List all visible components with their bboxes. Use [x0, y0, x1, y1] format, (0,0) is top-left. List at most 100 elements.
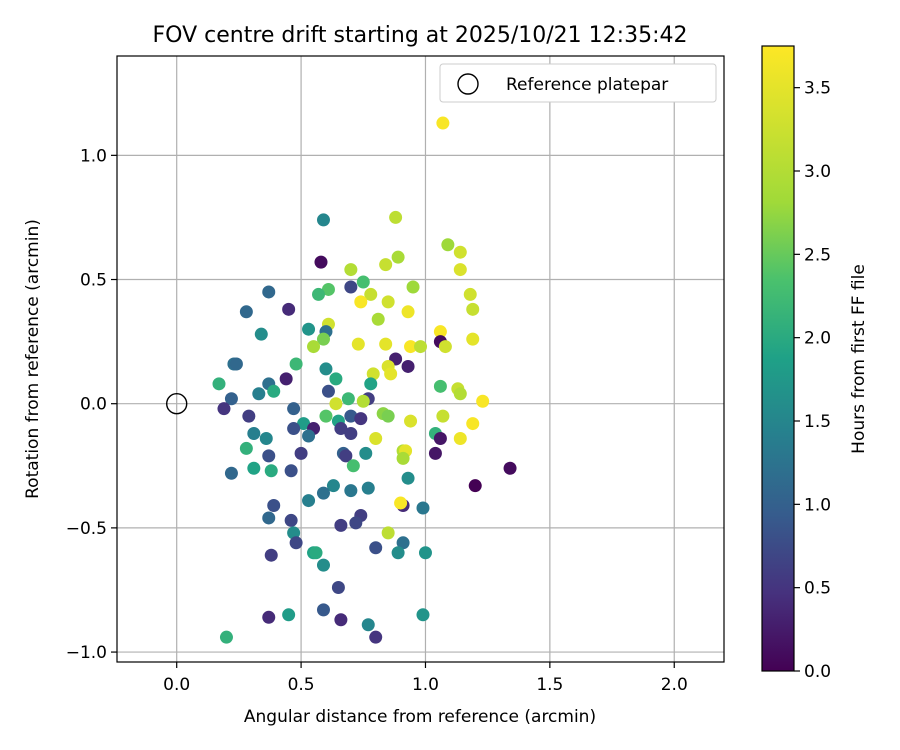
x-tick-label: 0.5: [288, 675, 315, 695]
y-tick-label: 1.0: [80, 146, 107, 166]
data-point: [364, 287, 378, 301]
data-point: [369, 431, 383, 445]
data-point: [262, 610, 276, 624]
data-point: [356, 275, 370, 289]
plot-frame: [116, 55, 725, 663]
data-point: [401, 471, 415, 485]
colorbar-tick-label: 0.0: [804, 662, 831, 682]
data-point: [259, 431, 273, 445]
colorbar-tick-label: 3.0: [804, 162, 831, 182]
data-point: [224, 392, 238, 406]
data-point: [369, 541, 383, 555]
data-point: [379, 258, 393, 272]
y-tick-label: 0.5: [80, 271, 107, 291]
data-point: [396, 536, 410, 550]
data-point: [302, 494, 316, 508]
data-point: [436, 409, 450, 423]
data-point: [366, 367, 380, 381]
data-point: [212, 377, 226, 391]
data-point: [282, 608, 296, 622]
data-point: [344, 484, 358, 498]
data-point: [329, 397, 343, 411]
data-point: [361, 481, 375, 495]
data-point: [247, 427, 261, 441]
x-axis-ticks: 0.0 0.5 1.0 1.5 2.0: [163, 662, 688, 695]
data-point: [319, 362, 333, 376]
grid: [117, 56, 724, 662]
data-point: [404, 414, 418, 428]
data-point: [371, 312, 385, 326]
data-point: [404, 340, 418, 354]
data-point: [453, 245, 467, 259]
data-point: [466, 417, 480, 431]
data-point: [361, 618, 375, 632]
y-axis-label: Rotation from reference (arcmin): [23, 219, 43, 499]
data-point: [384, 367, 398, 381]
data-point: [406, 280, 420, 294]
data-point: [262, 449, 276, 463]
data-point: [339, 449, 353, 463]
data-point: [341, 392, 355, 406]
data-point: [466, 302, 480, 316]
colorbar-ticks: 0.0 0.5 1.0 1.5 2.0 2.5 3.0 3.5: [794, 79, 831, 682]
data-point: [267, 499, 281, 513]
data-point: [354, 412, 368, 426]
data-point: [391, 546, 405, 560]
colorbar-tick-label: 1.0: [804, 495, 831, 515]
x-tick-label: 1.5: [536, 675, 563, 695]
data-point: [344, 409, 358, 423]
data-point: [321, 282, 335, 296]
data-point: [307, 340, 321, 354]
colorbar-tick-label: 0.5: [804, 579, 831, 599]
data-point: [316, 603, 330, 617]
reference-platepar-marker: [166, 393, 188, 415]
colorbar: 0.0 0.5 1.0 1.5 2.0 2.5 3.0 3.5 Hours from firs…: [761, 45, 869, 682]
reference-marker: [166, 393, 188, 415]
data-point: [217, 402, 231, 416]
data-point: [503, 461, 517, 475]
legend-label: Reference platepar: [506, 75, 668, 95]
data-point: [287, 422, 301, 436]
data-point: [453, 431, 467, 445]
data-point: [381, 409, 395, 423]
data-point: [264, 464, 278, 478]
data-point: [334, 422, 348, 436]
data-point: [351, 337, 365, 351]
data-point: [428, 446, 442, 460]
data-point: [262, 511, 276, 525]
data-point: [476, 394, 490, 408]
x-tick-label: 2.0: [661, 675, 688, 695]
data-point: [334, 613, 348, 627]
x-axis-label: Angular distance from reference (arcmin): [244, 707, 596, 727]
data-point: [287, 526, 301, 540]
data-point: [302, 429, 316, 443]
colorbar-tick-label: 2.0: [804, 329, 831, 349]
data-point: [438, 340, 452, 354]
colorbar-tick-label: 1.5: [804, 412, 831, 432]
data-point: [334, 518, 348, 532]
data-point: [401, 305, 415, 319]
data-point: [359, 446, 373, 460]
data-point: [326, 479, 340, 493]
data-point: [321, 384, 335, 398]
data-point: [344, 427, 358, 441]
data-point: [314, 255, 328, 269]
y-tick-label: −1.0: [66, 643, 107, 663]
data-point: [316, 332, 330, 346]
data-point: [401, 359, 415, 373]
data-point: [252, 387, 266, 401]
data-point: [316, 486, 330, 500]
data-point: [349, 516, 363, 530]
x-tick-label: 0.0: [163, 675, 190, 695]
colorbar-gradient: [761, 45, 795, 672]
data-point: [389, 210, 403, 224]
x-tick-label: 1.0: [412, 675, 439, 695]
data-point: [436, 116, 450, 130]
y-tick-label: 0.0: [80, 395, 107, 415]
data-point: [316, 558, 330, 572]
data-point: [319, 409, 333, 423]
data-point: [267, 384, 281, 398]
legend: Reference platepar: [439, 63, 717, 103]
data-point: [284, 513, 298, 527]
data-point: [282, 302, 296, 316]
